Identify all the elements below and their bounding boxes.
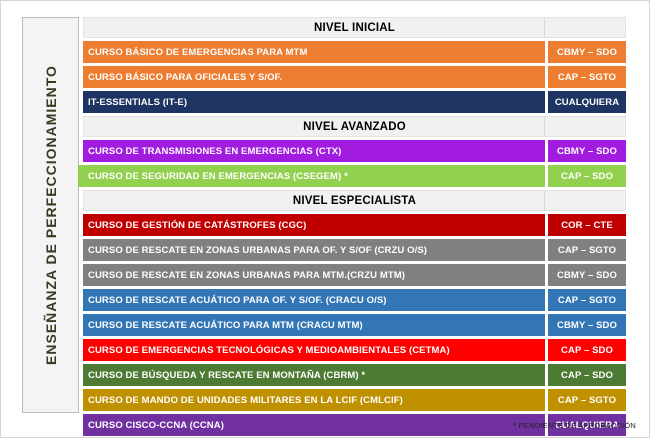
course-name-cell: CURSO DE RESCATE ACUÁTICO PARA OF. Y S/O…	[83, 289, 545, 311]
course-name-cell: CURSO DE TRANSMISIONES EN EMERGENCIAS (C…	[83, 140, 545, 162]
course-row: CURSO DE RESCATE ACUÁTICO PARA MTM (CRAC…	[83, 314, 626, 336]
course-row: CURSO DE SEGURIDAD EN EMERGENCIAS (CSEGE…	[78, 165, 626, 187]
sidebar-title: ENSEÑANZA DE PERFECCIONAMIENTO	[42, 65, 59, 365]
course-name-cell: CURSO BÁSICO PARA OFICIALES Y S/OF.	[83, 66, 545, 88]
course-row: CURSO CISCO-CCNA (CCNA) CUALQUIERA	[83, 414, 626, 436]
course-name-cell: CURSO DE RESCATE EN ZONAS URBANAS PARA M…	[83, 264, 545, 286]
grade-range-cell: CAP – SGTO	[548, 289, 626, 311]
course-name-cell: CURSO DE BÚSQUEDA Y RESCATE EN MONTAÑA (…	[83, 364, 545, 386]
sidebar: ENSEÑANZA DE PERFECCIONAMIENTO	[22, 17, 79, 413]
course-row: CURSO DE TRANSMISIONES EN EMERGENCIAS (C…	[83, 140, 626, 162]
course-row: CURSO DE GESTIÓN DE CATÁSTROFES (CGC) CO…	[83, 214, 626, 236]
course-row: CURSO DE BÚSQUEDA Y RESCATE EN MONTAÑA (…	[83, 364, 626, 386]
course-name-cell: CURSO DE EMERGENCIAS TECNOLÓGICAS Y MEDI…	[83, 339, 545, 361]
course-table: NIVEL INICIAL CURSO BÁSICO DE EMERGENCIA…	[78, 17, 626, 437]
course-name-cell: CURSO DE SEGURIDAD EN EMERGENCIAS (CSEGE…	[78, 165, 545, 187]
course-name-cell: IT-ESSENTIALS (IT-E)	[83, 91, 545, 113]
course-name-cell: CURSO DE MANDO DE UNIDADES MILITARES EN …	[83, 389, 545, 411]
grade-range-cell: CBMY – SDO	[548, 264, 626, 286]
grade-range-cell: CBMY – SDO	[548, 314, 626, 336]
grade-range-cell: CAP – SDO	[548, 165, 626, 187]
section-header: NIVEL ESPECIALISTA	[83, 190, 626, 211]
course-name-cell: CURSO DE GESTIÓN DE CATÁSTROFES (CGC)	[83, 214, 545, 236]
grade-range-cell: CAP – SDO	[548, 364, 626, 386]
course-name-cell: CURSO DE RESCATE ACUÁTICO PARA MTM (CRAC…	[83, 314, 545, 336]
footnote: * PENDIENTE DE APROBACCIÓN	[513, 421, 636, 430]
course-row: CURSO DE MANDO DE UNIDADES MILITARES EN …	[83, 389, 626, 411]
course-row: CURSO DE RESCATE EN ZONAS URBANAS PARA O…	[83, 239, 626, 261]
course-row: CURSO DE RESCATE EN ZONAS URBANAS PARA M…	[83, 264, 626, 286]
grade-range-cell: COR – CTE	[548, 214, 626, 236]
course-name-cell: CURSO CISCO-CCNA (CCNA)	[83, 414, 545, 436]
grade-range-cell: CBMY – SDO	[548, 41, 626, 63]
course-name-cell: CURSO BÁSICO DE EMERGENCIAS PARA MTM	[83, 41, 545, 63]
grade-range-cell: CAP – SGTO	[548, 239, 626, 261]
section-title: NIVEL INICIAL	[314, 21, 395, 34]
grade-range-cell: CUALQUIERA	[548, 414, 626, 436]
section-header: NIVEL AVANZADO	[83, 116, 626, 137]
grade-range-cell: CBMY – SDO	[548, 140, 626, 162]
grade-range-cell: CAP – SGTO	[548, 66, 626, 88]
grade-range-cell: CUALQUIERA	[548, 91, 626, 113]
course-row: IT-ESSENTIALS (IT-E) CUALQUIERA	[83, 91, 626, 113]
grade-range-cell: CAP – SDO	[548, 339, 626, 361]
course-name-cell: CURSO DE RESCATE EN ZONAS URBANAS PARA O…	[83, 239, 545, 261]
grade-range-cell: CAP – SGTO	[548, 389, 626, 411]
course-row: CURSO BÁSICO PARA OFICIALES Y S/OF. CAP …	[83, 66, 626, 88]
course-row: CURSO DE RESCATE ACUÁTICO PARA OF. Y S/O…	[83, 289, 626, 311]
section-header: NIVEL INICIAL	[83, 17, 626, 38]
course-row: CURSO BÁSICO DE EMERGENCIAS PARA MTM CBM…	[83, 41, 626, 63]
section-title: NIVEL AVANZADO	[303, 120, 406, 133]
course-row: CURSO DE EMERGENCIAS TECNOLÓGICAS Y MEDI…	[83, 339, 626, 361]
section-title: NIVEL ESPECIALISTA	[292, 194, 417, 207]
